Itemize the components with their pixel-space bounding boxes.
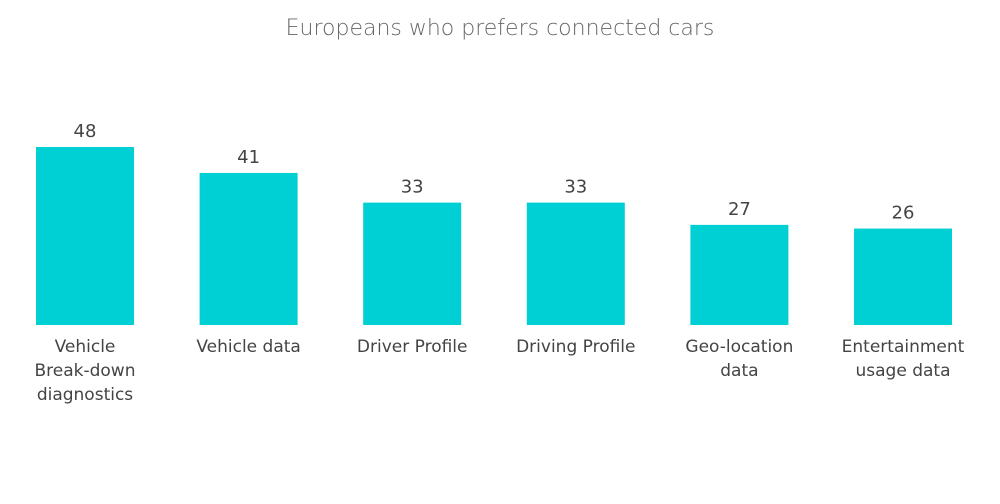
category-label-2-0: Driver Profile (357, 337, 468, 357)
category-label-5-0: Entertainment (842, 337, 965, 357)
bar-0 (36, 147, 134, 325)
category-label-3-0: Driving Profile (516, 337, 635, 357)
data-label-5: 26 (892, 203, 915, 224)
chart-title: Europeans who prefers connected cars (285, 16, 715, 41)
data-label-4: 27 (728, 199, 751, 220)
bar-4 (690, 224, 789, 325)
bar-3 (526, 202, 625, 325)
bar-5 (854, 228, 952, 325)
data-label-0: 48 (74, 121, 97, 142)
data-label-3: 33 (564, 177, 587, 198)
data-label-1: 41 (237, 147, 260, 168)
bar-2 (363, 202, 462, 325)
category-label-5-1: usage data (856, 361, 951, 381)
data-label-2: 33 (401, 177, 424, 198)
category-label-4-0: Geo-location (685, 337, 793, 357)
category-label-0-0: Vehicle (55, 337, 116, 357)
category-label-4-1: data (720, 361, 758, 381)
category-label-0-1: Break-down (34, 361, 135, 381)
bar-1 (199, 172, 298, 325)
category-label-0-2: diagnostics (37, 385, 133, 405)
category-label-1-0: Vehicle data (196, 337, 301, 357)
